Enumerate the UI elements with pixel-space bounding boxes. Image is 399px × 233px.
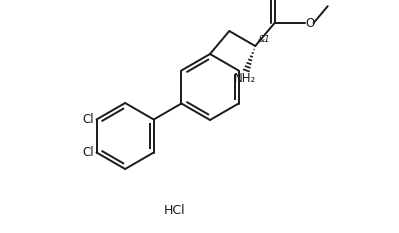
Text: O: O	[306, 17, 315, 30]
Text: NH₂: NH₂	[234, 72, 257, 86]
Text: &1: &1	[257, 35, 270, 44]
Text: Cl: Cl	[82, 113, 93, 126]
Text: HCl: HCl	[164, 205, 186, 217]
Text: Cl: Cl	[82, 146, 93, 159]
